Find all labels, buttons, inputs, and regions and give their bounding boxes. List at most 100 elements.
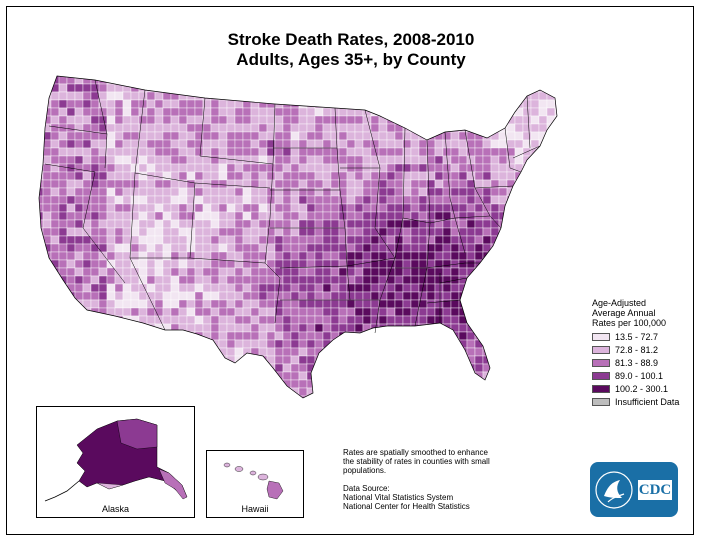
county-cell bbox=[514, 76, 524, 85]
county-cell bbox=[434, 299, 444, 309]
county-cell bbox=[90, 187, 100, 197]
county-cell bbox=[242, 139, 252, 149]
county-cell bbox=[378, 323, 388, 333]
county-cell bbox=[106, 283, 116, 293]
legend-swatch bbox=[592, 398, 610, 406]
county-cell bbox=[466, 339, 476, 349]
county-cell bbox=[410, 76, 420, 77]
county-cell bbox=[162, 243, 172, 253]
county-cell bbox=[58, 379, 68, 389]
county-cell bbox=[250, 76, 260, 77]
county-cell bbox=[242, 283, 252, 293]
county-cell bbox=[498, 323, 508, 333]
county-cell bbox=[114, 115, 124, 125]
county-cell bbox=[282, 163, 292, 173]
county-cell bbox=[306, 76, 316, 77]
county-cell bbox=[202, 259, 212, 269]
county-cell bbox=[322, 395, 332, 398]
county-cell bbox=[66, 339, 76, 349]
county-cell bbox=[522, 171, 532, 181]
county-cell bbox=[386, 395, 396, 398]
county-cell bbox=[474, 275, 484, 285]
county-cell bbox=[370, 115, 380, 125]
county-cell bbox=[563, 292, 571, 300]
county-cell bbox=[386, 299, 396, 309]
county-cell bbox=[426, 299, 436, 309]
county-cell bbox=[106, 139, 116, 149]
county-cell bbox=[579, 324, 587, 332]
county-cell bbox=[242, 91, 252, 101]
county-cell bbox=[314, 339, 324, 349]
county-cell bbox=[258, 211, 268, 221]
county-cell bbox=[394, 107, 404, 117]
county-cell bbox=[138, 395, 148, 398]
county-cell bbox=[218, 339, 228, 349]
county-cell bbox=[410, 315, 420, 325]
county-cell bbox=[530, 379, 540, 389]
county-cell bbox=[178, 363, 188, 373]
county-cell bbox=[39, 219, 44, 229]
legend-swatch bbox=[592, 333, 610, 341]
county-cell bbox=[442, 291, 452, 301]
county-cell bbox=[178, 195, 188, 205]
county-cell bbox=[266, 347, 276, 357]
county-cell bbox=[394, 163, 404, 173]
county-cell bbox=[571, 188, 579, 196]
county-cell bbox=[202, 339, 212, 349]
county-cell bbox=[451, 404, 459, 408]
county-cell bbox=[386, 371, 396, 381]
county-cell bbox=[394, 307, 404, 317]
county-cell bbox=[538, 211, 548, 221]
county-cell bbox=[274, 147, 284, 157]
county-cell bbox=[522, 315, 532, 325]
county-cell bbox=[538, 275, 548, 285]
county-cell bbox=[106, 395, 116, 398]
county-cell bbox=[274, 179, 284, 189]
county-cell bbox=[82, 323, 92, 333]
county-cell bbox=[274, 115, 284, 125]
county-cell bbox=[114, 76, 124, 85]
county-cell bbox=[579, 68, 587, 76]
county-cell bbox=[362, 315, 372, 325]
county-cell bbox=[114, 147, 124, 157]
county-cell bbox=[138, 299, 148, 309]
county-cell bbox=[426, 139, 436, 149]
county-cell bbox=[474, 227, 484, 237]
county-cell bbox=[242, 147, 252, 157]
county-cell bbox=[258, 355, 268, 365]
county-cell bbox=[563, 132, 571, 140]
county-cell bbox=[482, 267, 492, 277]
county-cell bbox=[362, 251, 372, 261]
county-cell bbox=[426, 211, 436, 221]
county-cell bbox=[466, 139, 476, 149]
county-cell bbox=[338, 76, 348, 85]
county-cell bbox=[82, 259, 92, 269]
county-cell bbox=[306, 395, 316, 398]
county-cell bbox=[250, 211, 260, 221]
county-cell bbox=[579, 204, 587, 212]
county-cell bbox=[571, 180, 579, 188]
county-cell bbox=[282, 83, 292, 93]
county-cell bbox=[338, 307, 348, 317]
county-cell bbox=[498, 355, 508, 365]
county-cell bbox=[138, 371, 148, 381]
county-cell bbox=[202, 323, 212, 333]
county-cell bbox=[323, 404, 331, 408]
county-cell bbox=[50, 323, 60, 333]
county-cell bbox=[178, 347, 188, 357]
county-cell bbox=[546, 323, 556, 333]
county-cell bbox=[482, 227, 492, 237]
county-cell bbox=[338, 363, 348, 373]
county-cell bbox=[466, 283, 476, 293]
county-cell bbox=[290, 211, 300, 221]
county-cell bbox=[74, 171, 84, 181]
county-cell bbox=[394, 283, 404, 293]
county-cell bbox=[146, 131, 156, 141]
county-cell bbox=[242, 163, 252, 173]
county-cell bbox=[98, 363, 108, 373]
county-cell bbox=[394, 227, 404, 237]
county-cell bbox=[306, 331, 316, 341]
county-cell bbox=[434, 99, 444, 109]
county-cell bbox=[202, 195, 212, 205]
county-cell bbox=[202, 315, 212, 325]
